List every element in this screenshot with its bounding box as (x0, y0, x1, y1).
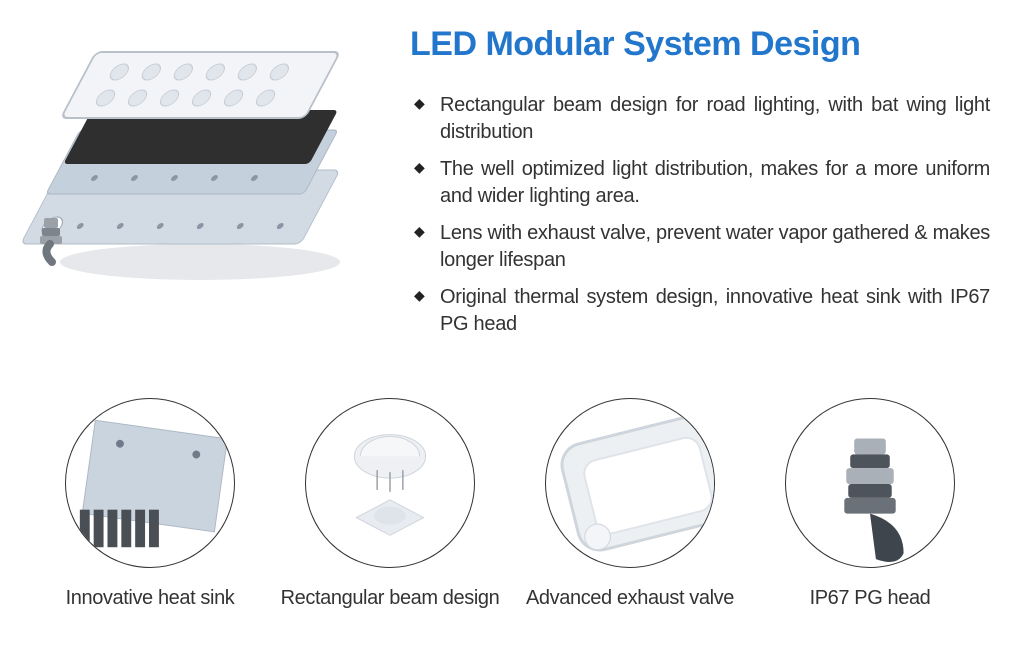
feature-label: Advanced exhaust valve (526, 586, 734, 611)
bullet-item: Rectangular beam design for road lightin… (410, 92, 990, 146)
feature-circle (65, 398, 235, 568)
feature-label: IP67 PG head (810, 586, 931, 611)
feature-heat-sink: Innovative heat sink (40, 398, 260, 611)
bullet-item: The well optimized light distribution, m… (410, 156, 990, 210)
feature-circle (785, 398, 955, 568)
lens-beam-icon (306, 399, 474, 567)
feature-circle (305, 398, 475, 568)
feature-beam-design: Rectangular beam design (280, 398, 500, 611)
heatsink-icon (66, 399, 234, 567)
hero-exploded-illustration (10, 10, 400, 290)
feature-exhaust-valve: Advanced exhaust valve (520, 398, 740, 611)
feature-bullet-list: Rectangular beam design for road lightin… (410, 92, 990, 338)
bullet-item: Lens with exhaust valve, prevent water v… (410, 220, 990, 274)
page-title: LED Modular System Design (410, 25, 990, 64)
features-row: Innovative heat sink Rectangular beam de… (0, 368, 1020, 611)
feature-label: Rectangular beam design (281, 586, 500, 611)
exhaust-valve-icon (546, 399, 714, 567)
feature-label: Innovative heat sink (66, 586, 235, 611)
feature-circle (545, 398, 715, 568)
bullet-item: Original thermal system design, innovati… (410, 284, 990, 338)
pg-gland-icon (786, 399, 954, 567)
feature-pg-head: IP67 PG head (760, 398, 980, 611)
